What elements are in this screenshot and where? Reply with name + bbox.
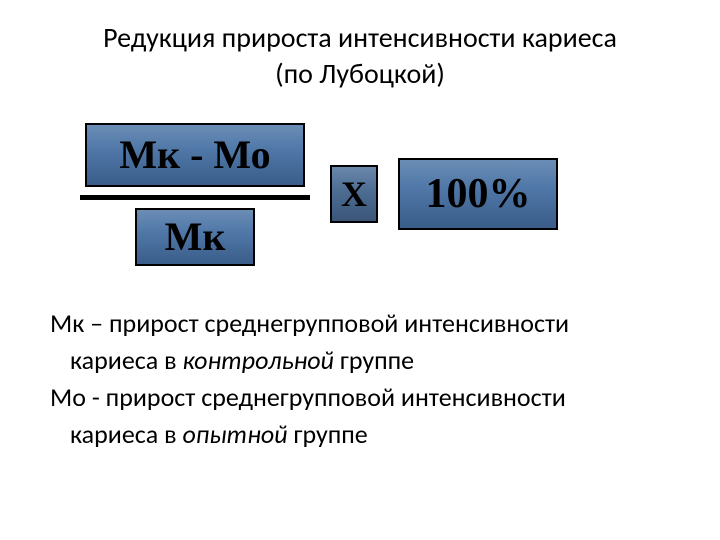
mo-prefix: кариеса в (70, 418, 182, 450)
mo-definition-line2: кариеса в опытной группе (50, 417, 670, 452)
mk-definition-line1: Мк – прирост среднегрупповой интенсивнос… (50, 306, 670, 341)
multiply-operator-box: Х (330, 165, 378, 223)
title-line-2: (по Лубоцкой) (275, 56, 445, 91)
definitions: Мк – прирост среднегрупповой интенсивнос… (50, 306, 670, 452)
fraction: Мк - Мо Мк (80, 123, 310, 266)
denominator-box: Мк (135, 208, 255, 266)
mk-prefix: кариеса в (70, 344, 182, 376)
mo-definition-line1: Мо - прирост среднегрупповой интенсивнос… (50, 380, 670, 415)
mk-suffix: группе (334, 344, 414, 376)
mk-definition-line2: кариеса в контрольной группе (50, 343, 670, 378)
title-line-1: Редукция прироста интенсивности кариеса (103, 20, 617, 55)
mo-suffix: группе (288, 418, 368, 450)
slide-title: Редукция прироста интенсивности кариеса … (50, 20, 670, 93)
numerator-box: Мк - Мо (85, 123, 305, 187)
fraction-line (80, 195, 310, 200)
percent-box: 100% (398, 158, 558, 230)
formula-container: Мк - Мо Мк Х 100% (80, 123, 670, 266)
mo-italic: опытной (182, 418, 287, 450)
mk-italic: контрольной (182, 344, 334, 376)
